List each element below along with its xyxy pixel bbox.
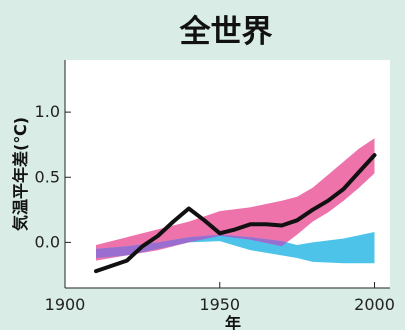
- x-tick-label: 1950: [199, 295, 240, 314]
- chart-title: 全世界: [179, 14, 273, 50]
- y-tick-label: 0.0: [35, 232, 60, 251]
- x-tick-label: 2000: [354, 295, 395, 314]
- y-tick-label: 0.5: [35, 167, 60, 186]
- line-layer: [94, 153, 377, 274]
- observed-temperature-line: [94, 153, 377, 274]
- x-tick-label: 1900: [45, 295, 86, 314]
- tick-layer: 1900 1950 2000 0.0 0.5 1.0: [35, 102, 395, 314]
- uncertainty-band-2: [96, 232, 375, 264]
- y-tick-label: 1.0: [35, 102, 60, 121]
- y-axis-title: 気温平年差(℃): [11, 117, 30, 231]
- x-axis-title: 年: [225, 314, 241, 330]
